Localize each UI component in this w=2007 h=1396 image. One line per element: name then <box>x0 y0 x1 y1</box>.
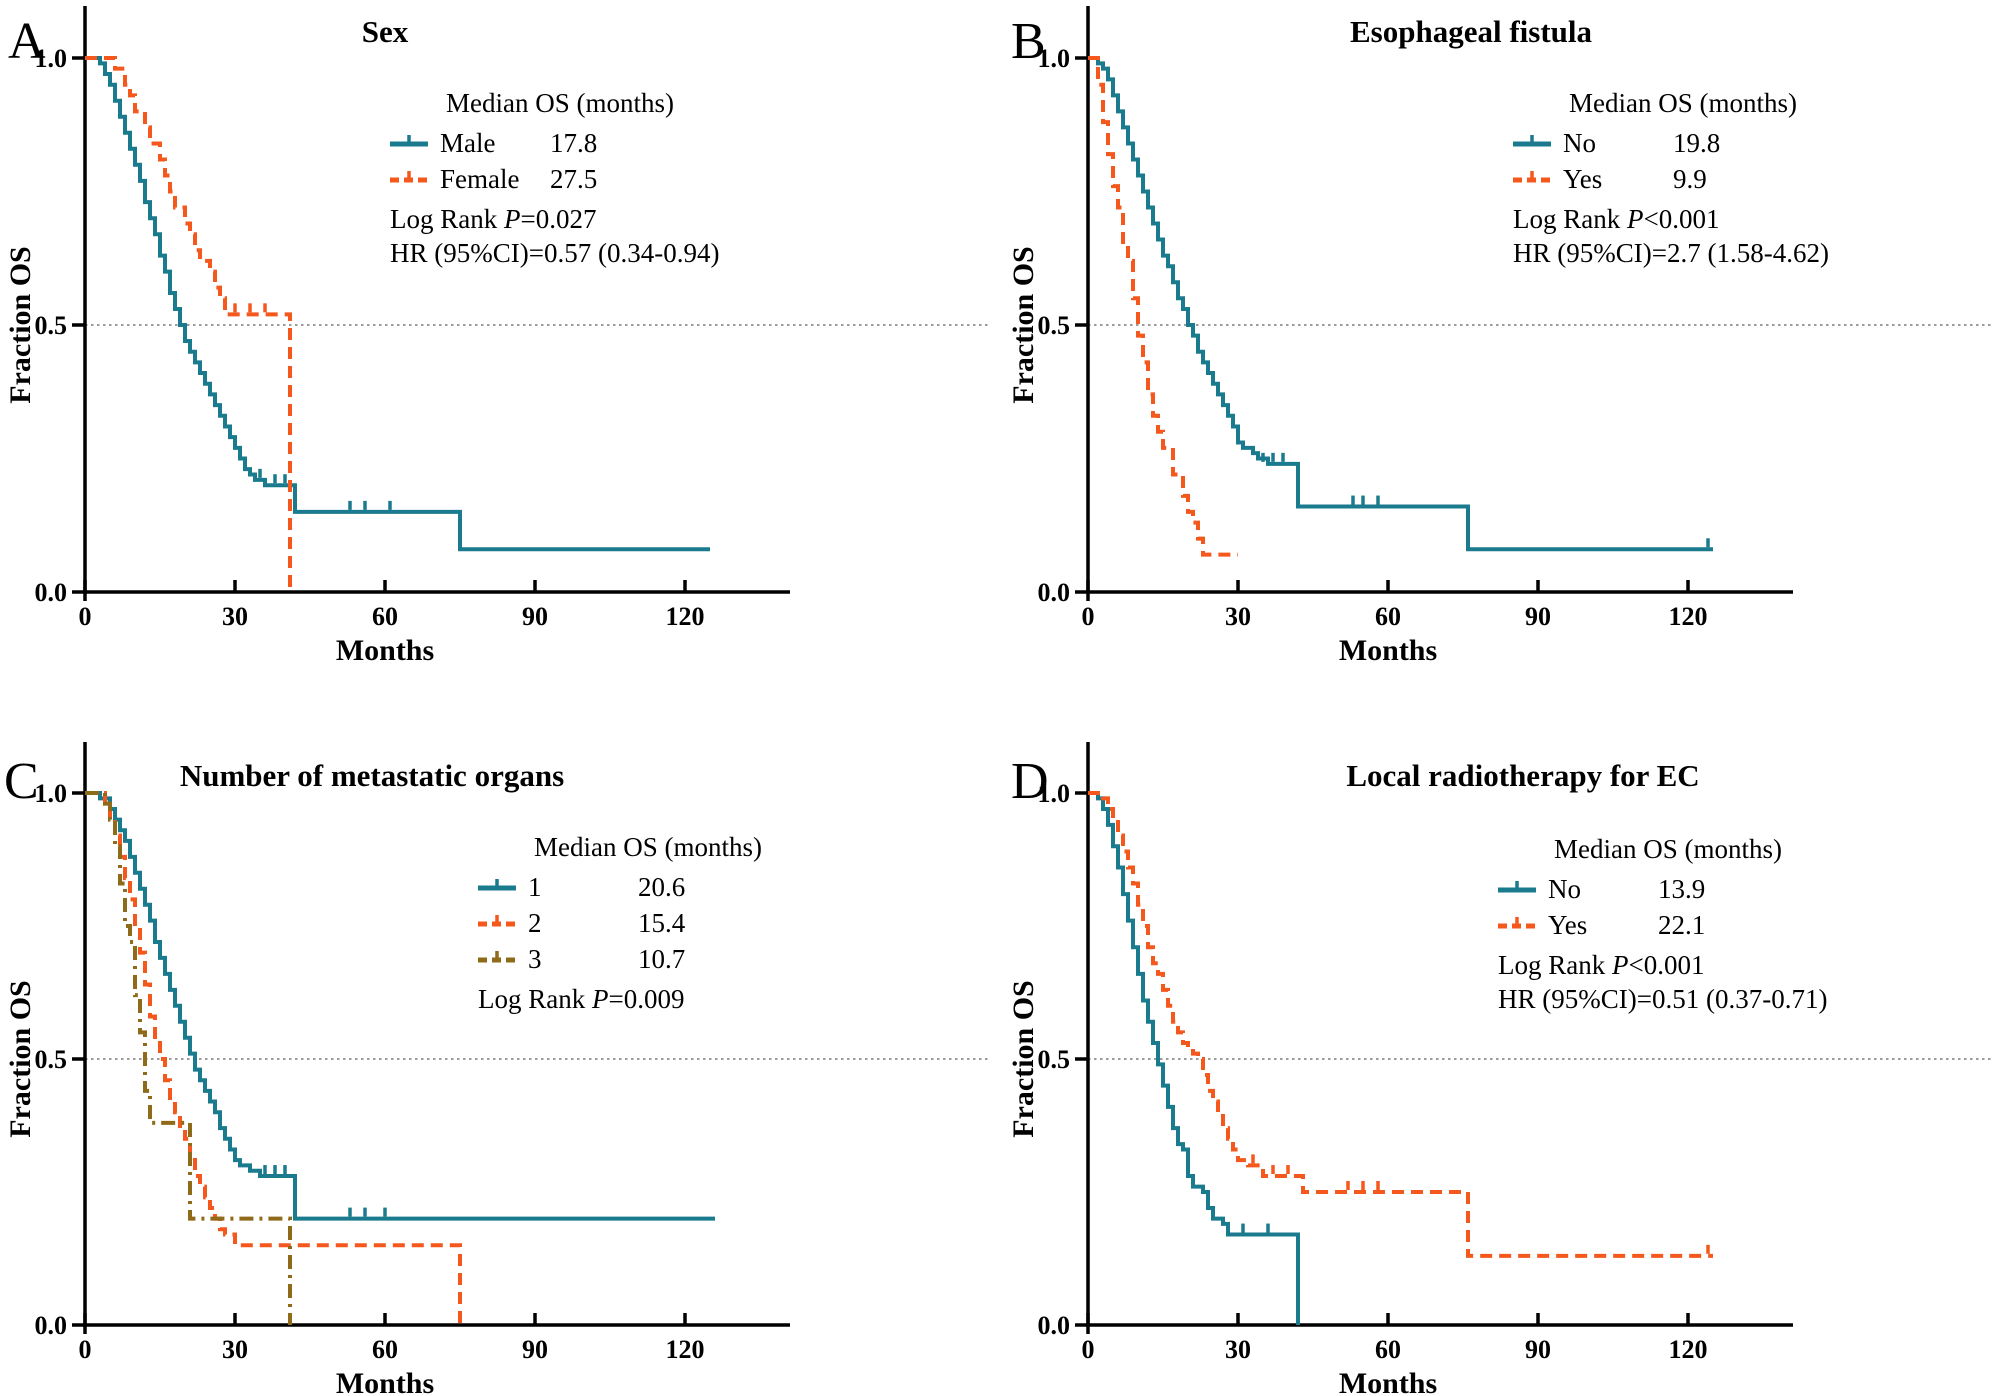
survival-curve-2 <box>85 791 462 1325</box>
y-tick-label: 0.5 <box>35 311 68 340</box>
y-tick-label: 0.0 <box>35 1311 68 1340</box>
panel-B-chart: B Esophageal fistula 1.0 0.5 0.0 0 30 60 90 120 Mo… <box>1007 6 1991 667</box>
x-tick-label: 90 <box>522 602 548 631</box>
panel-C-chart: C Number of metastatic organs 1.0 0.5 0.0 0 30… <box>4 742 988 1396</box>
legend-header: Median OS (months) <box>446 88 674 118</box>
panel-A-chart: A Sex 1.0 0.5 0.0 0 30 60 90 120 Months Fraction OS… <box>4 6 988 667</box>
x-tick-label: 30 <box>222 602 248 631</box>
legend-header: Median OS (months) <box>534 832 762 862</box>
panel-letter: B <box>1011 13 1046 70</box>
x-tick-label: 90 <box>1525 602 1551 631</box>
x-tick-label: 60 <box>1375 1335 1401 1364</box>
survival-curve-1 <box>85 791 715 1221</box>
x-tick-label: 30 <box>1225 602 1251 631</box>
panel-title: Esophageal fistula <box>1350 14 1593 49</box>
x-tick-label: 120 <box>666 602 705 631</box>
x-tick-label: 120 <box>666 1335 705 1364</box>
x-tick-label: 30 <box>222 1335 248 1364</box>
legend-median-value: 27.5 <box>550 164 597 194</box>
panel-title: Local radiotherapy for EC <box>1346 758 1699 793</box>
legend-series-name: No <box>1563 128 1596 158</box>
x-tick-label: 90 <box>522 1335 548 1364</box>
y-tick-label: 0.0 <box>35 578 68 607</box>
hazard-ratio-text: HR (95%CI)=2.7 (1.58-4.62) <box>1513 238 1829 268</box>
x-axis-title: Months <box>336 1367 434 1396</box>
y-axis-title: Fraction OS <box>4 246 37 404</box>
x-tick-label: 0 <box>1082 1335 1095 1364</box>
y-tick-label: 0.0 <box>1038 1311 1071 1340</box>
y-tick-label: 0.5 <box>1038 1045 1071 1074</box>
legend-series-name: No <box>1548 874 1581 904</box>
panel-letter: A <box>8 13 46 70</box>
y-tick-label: 1.0 <box>35 779 68 808</box>
legend-median-value: 17.8 <box>550 128 597 158</box>
survival-curve-no <box>1088 56 1713 552</box>
panel-A: A Sex 1.0 0.5 0.0 0 30 60 90 120 Months Fraction OS… <box>0 0 1003 698</box>
legend-series-name: 3 <box>528 944 542 974</box>
panel-letter: D <box>1011 753 1049 810</box>
y-tick-label: 1.0 <box>1038 44 1071 73</box>
legend-series-name: Female <box>440 164 519 194</box>
legend-median-value: 9.9 <box>1673 164 1707 194</box>
x-tick-label: 0 <box>79 602 92 631</box>
legend-series-name: Yes <box>1548 910 1587 940</box>
panel-D-chart: D Local radiotherapy for EC 1.0 0.5 0.0 0 30 60… <box>1007 742 1991 1396</box>
survival-curve-female <box>85 56 292 592</box>
hazard-ratio-text: HR (95%CI)=0.57 (0.34-0.94) <box>390 238 719 268</box>
x-tick-label: 60 <box>372 1335 398 1364</box>
x-axis-title: Months <box>1339 1367 1437 1396</box>
x-tick-label: 120 <box>1669 1335 1708 1364</box>
legend-series-name: 2 <box>528 908 542 938</box>
legend-series-name: 1 <box>528 872 542 902</box>
y-axis-title: Fraction OS <box>1007 246 1040 404</box>
x-tick-label: 120 <box>1669 602 1708 631</box>
legend-median-value: 22.1 <box>1658 910 1705 940</box>
legend-header: Median OS (months) <box>1554 834 1782 864</box>
x-axis-title: Months <box>336 634 434 667</box>
legend-median-value: 15.4 <box>638 908 686 938</box>
legend-series-name: Yes <box>1563 164 1602 194</box>
panel-title: Number of metastatic organs <box>180 758 564 793</box>
legend-median-value: 13.9 <box>1658 874 1705 904</box>
y-tick-label: 0.5 <box>1038 311 1071 340</box>
panel-title: Sex <box>362 14 409 49</box>
y-tick-label: 1.0 <box>35 44 68 73</box>
y-tick-label: 0.0 <box>1038 578 1071 607</box>
log-rank-text: Log Rank P=0.027 <box>390 204 596 234</box>
legend-median-value: 10.7 <box>638 944 685 974</box>
x-tick-label: 60 <box>372 602 398 631</box>
x-axis-title: Months <box>1339 634 1437 667</box>
panel-B: B Esophageal fistula 1.0 0.5 0.0 0 30 60 90 120 Mo… <box>1003 0 2007 698</box>
y-axis-title: Fraction OS <box>4 980 37 1138</box>
x-tick-label: 60 <box>1375 602 1401 631</box>
legend-header: Median OS (months) <box>1569 88 1797 118</box>
legend-median-value: 20.6 <box>638 872 685 902</box>
survival-curve-no <box>1088 791 1300 1325</box>
y-tick-label: 1.0 <box>1038 779 1071 808</box>
x-tick-label: 0 <box>1082 602 1095 631</box>
survival-curve-yes <box>1088 791 1713 1258</box>
legend-series-name: Male <box>440 128 495 158</box>
panel-C: C Number of metastatic organs 1.0 0.5 0.0 0 30… <box>0 698 1003 1396</box>
legend-median-value: 19.8 <box>1673 128 1720 158</box>
log-rank-text: Log Rank P<0.001 <box>1513 204 1719 234</box>
survival-curve-yes <box>1088 56 1238 557</box>
x-tick-label: 0 <box>79 1335 92 1364</box>
hazard-ratio-text: HR (95%CI)=0.51 (0.37-0.71) <box>1498 984 1827 1014</box>
y-tick-label: 0.5 <box>35 1045 68 1074</box>
survival-curve-3 <box>85 791 292 1325</box>
x-tick-label: 30 <box>1225 1335 1251 1364</box>
panel-letter: C <box>4 753 39 810</box>
log-rank-text: Log Rank P=0.009 <box>478 984 684 1014</box>
survival-curve-male <box>85 56 710 552</box>
log-rank-text: Log Rank P<0.001 <box>1498 950 1704 980</box>
panel-D: D Local radiotherapy for EC 1.0 0.5 0.0 0 30 60… <box>1003 698 2007 1396</box>
y-axis-title: Fraction OS <box>1007 980 1040 1138</box>
x-tick-label: 90 <box>1525 1335 1551 1364</box>
